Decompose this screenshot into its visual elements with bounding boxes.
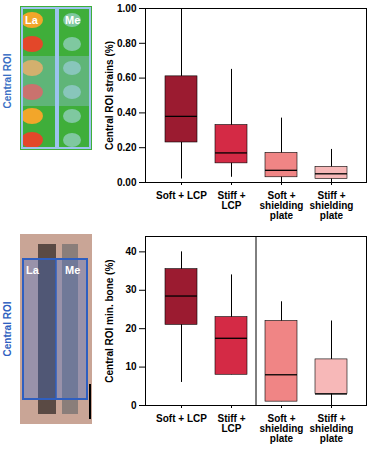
svg-text:Soft + LCP: Soft + LCP (156, 413, 207, 424)
svg-text:1.00: 1.00 (117, 3, 137, 14)
svg-text:Stiff +shieldingplate: Stiff +shieldingplate (310, 190, 354, 221)
svg-text:Me: Me (65, 14, 80, 26)
svg-text:Soft +shieldingplate: Soft +shieldingplate (260, 190, 304, 221)
svg-text:0.40: 0.40 (117, 107, 137, 118)
svg-text:Soft + LCP: Soft + LCP (156, 190, 207, 201)
svg-text:La: La (25, 14, 39, 26)
svg-text:0.60: 0.60 (117, 72, 137, 83)
svg-text:Stiff +LCP: Stiff +LCP (217, 190, 245, 211)
svg-text:Soft +shieldingplate: Soft +shieldingplate (260, 413, 304, 444)
svg-text:Stiff +shieldingplate: Stiff +shieldingplate (310, 413, 354, 444)
svg-text:Central ROI min. bone (%): Central ROI min. bone (%) (104, 259, 115, 382)
svg-text:0: 0 (131, 400, 137, 411)
svg-text:20: 20 (125, 323, 137, 334)
svg-text:30: 30 (125, 284, 137, 295)
svg-text:0.00: 0.00 (117, 177, 137, 188)
svg-text:Central ROI strains (%): Central ROI strains (%) (104, 41, 115, 150)
svg-text:Me: Me (65, 264, 80, 276)
svg-text:0.20: 0.20 (117, 142, 137, 153)
svg-text:0.80: 0.80 (117, 38, 137, 49)
svg-text:Central ROI: Central ROI (2, 301, 13, 356)
svg-text:La: La (26, 264, 40, 276)
svg-text:10: 10 (125, 361, 137, 372)
svg-text:40: 40 (125, 246, 137, 257)
svg-text:Stiff +LCP: Stiff +LCP (217, 413, 245, 434)
svg-text:Central ROI: Central ROI (2, 53, 13, 108)
